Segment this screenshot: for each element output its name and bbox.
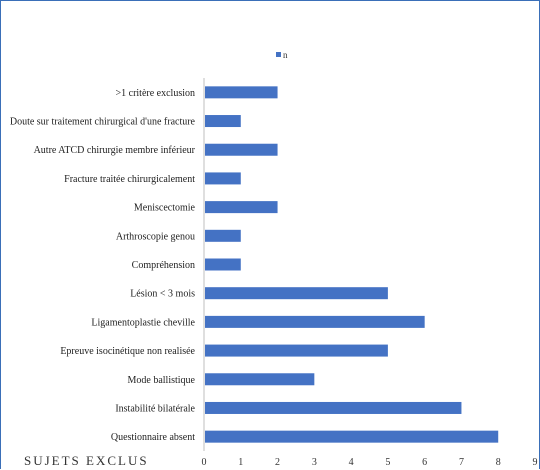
category-label-7: Lésion < 3 mois <box>130 289 195 300</box>
x-tick-label-4: 4 <box>349 457 354 468</box>
legend: n <box>276 50 288 60</box>
x-tick-label-9: 9 <box>533 457 538 468</box>
category-label-5: Arthroscopie genou <box>116 231 195 242</box>
legend-swatch <box>276 52 281 57</box>
category-label-6: Compréhension <box>132 260 195 271</box>
bar-7 <box>205 287 388 300</box>
category-label-12: Questionnaire absent <box>111 432 195 443</box>
bars-group <box>205 86 499 443</box>
category-label-11: Instabilité bilatérale <box>115 403 195 414</box>
category-labels: >1 critère exclusion Doute sur traitement… <box>10 88 196 443</box>
category-label-0: >1 critère exclusion <box>116 88 196 99</box>
category-label-10: Mode ballistique <box>128 375 196 386</box>
bar-6 <box>205 258 241 271</box>
x-tick-labels: 0 1 2 3 4 5 6 7 8 9 <box>202 457 538 468</box>
category-label-9: Epreuve isocinétique non realisée <box>60 346 195 357</box>
x-tick-label-3: 3 <box>312 457 317 468</box>
bar-1 <box>205 115 241 128</box>
bar-12 <box>205 430 499 443</box>
category-label-2: Autre ATCD chirurgie membre inférieur <box>34 145 196 156</box>
x-tick-label-8: 8 <box>496 457 501 468</box>
bar-8 <box>205 315 425 328</box>
legend-label: n <box>283 50 288 60</box>
bar-9 <box>205 344 388 357</box>
chart-footer-title: SUJETS EXCLUS <box>24 453 149 468</box>
bar-5 <box>205 229 241 242</box>
category-label-3: Fracture traitée chirurgicalement <box>64 174 195 185</box>
category-label-4: Meniscectomie <box>134 203 196 214</box>
x-tick-label-1: 1 <box>238 457 243 468</box>
bar-10 <box>205 373 315 386</box>
bar-3 <box>205 172 241 185</box>
bar-4 <box>205 201 278 214</box>
x-tick-label-0: 0 <box>202 457 207 468</box>
bar-2 <box>205 143 278 156</box>
x-tick-label-2: 2 <box>275 457 280 468</box>
x-tick-label-5: 5 <box>385 457 390 468</box>
category-label-1: Doute sur traitement chirurgical d'une f… <box>10 117 196 128</box>
x-tick-label-7: 7 <box>459 457 464 468</box>
category-label-8: Ligamentoplastie cheville <box>91 317 195 328</box>
bar-0 <box>205 86 278 99</box>
x-tick-label-6: 6 <box>422 457 427 468</box>
bar-11 <box>205 401 462 414</box>
